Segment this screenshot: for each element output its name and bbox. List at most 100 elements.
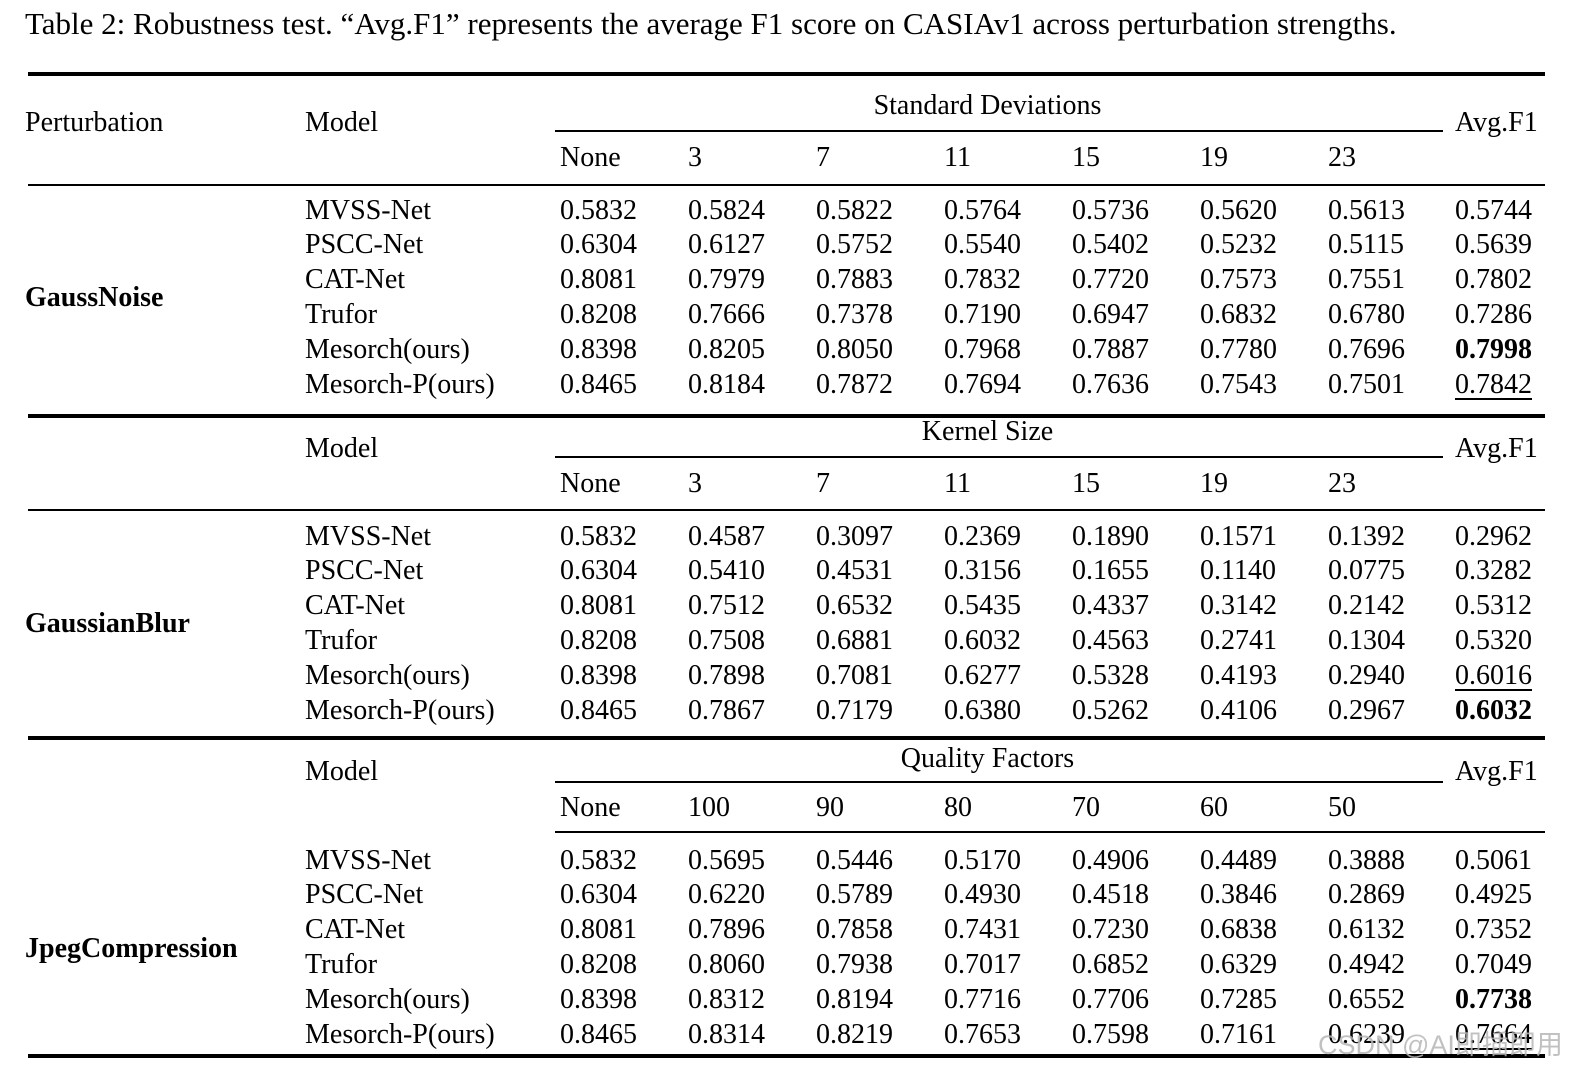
column-header-model: Model <box>305 106 379 138</box>
avg-cell: 0.7286 <box>1455 298 1532 330</box>
value-cell: 0.7285 <box>1200 983 1277 1015</box>
value-cell: 0.7636 <box>1072 368 1149 400</box>
strength-header-cell: 100 <box>688 791 730 823</box>
value-cell: 0.2142 <box>1328 590 1405 622</box>
value-cell: 0.1890 <box>1072 520 1149 552</box>
value-cell: 0.5435 <box>944 590 1021 622</box>
value-cell: 0.5232 <box>1200 229 1277 261</box>
value-cell: 0.5695 <box>688 844 765 876</box>
header-midrule-2 <box>28 509 1545 511</box>
value-cell: 0.4518 <box>1072 879 1149 911</box>
strength-header-cell: 50 <box>1328 791 1356 823</box>
value-cell: 0.7179 <box>816 694 893 726</box>
avg-cell: 0.4925 <box>1455 879 1532 911</box>
value-cell: 0.7887 <box>1072 333 1149 365</box>
value-cell: 0.5736 <box>1072 194 1149 226</box>
value-cell: 0.8398 <box>560 659 637 691</box>
value-cell: 0.4930 <box>944 879 1021 911</box>
value-cell: 0.7858 <box>816 914 893 946</box>
value-cell: 0.7501 <box>1328 368 1405 400</box>
value-cell: 0.7653 <box>944 1018 1021 1050</box>
value-cell: 0.5115 <box>1328 229 1404 261</box>
strength-header-cell: 70 <box>1072 791 1100 823</box>
value-cell: 0.3888 <box>1328 844 1405 876</box>
value-cell: 0.8465 <box>560 1018 637 1050</box>
model-cell: Mesorch-P(ours) <box>305 694 495 726</box>
value-cell: 0.8312 <box>688 983 765 1015</box>
value-cell: 0.7512 <box>688 590 765 622</box>
value-cell: 0.5822 <box>816 194 893 226</box>
column-header-perturbation: Perturbation <box>25 106 164 138</box>
value-cell: 0.6304 <box>560 229 637 261</box>
column-header-model: Model <box>305 432 379 464</box>
value-cell: 0.4906 <box>1072 844 1149 876</box>
value-cell: 0.5620 <box>1200 194 1277 226</box>
value-cell: 0.4106 <box>1200 694 1277 726</box>
perturbation-label: GaussNoise <box>25 281 164 313</box>
value-cell: 0.8208 <box>560 298 637 330</box>
value-cell: 0.2967 <box>1328 694 1405 726</box>
value-cell: 0.2940 <box>1328 659 1405 691</box>
value-cell: 0.1655 <box>1072 555 1149 587</box>
value-cell: 0.8465 <box>560 368 637 400</box>
value-cell: 0.8194 <box>816 983 893 1015</box>
value-cell: 0.7598 <box>1072 1018 1149 1050</box>
value-cell: 0.7081 <box>816 659 893 691</box>
avg-cell: 0.5744 <box>1455 194 1532 226</box>
value-cell: 0.5328 <box>1072 659 1149 691</box>
value-cell: 0.2869 <box>1328 879 1405 911</box>
model-cell: PSCC-Net <box>305 229 424 261</box>
value-cell: 0.7896 <box>688 914 765 946</box>
group-cmidrule-1 <box>555 130 1443 132</box>
avg-cell: 0.5320 <box>1455 624 1532 656</box>
strength-header-cell: 3 <box>688 467 702 499</box>
value-cell: 0.6947 <box>1072 298 1149 330</box>
value-cell: 0.6552 <box>1328 983 1405 1015</box>
column-header-avg-f1: Avg.F1 <box>1455 106 1538 138</box>
strength-header-cell: 15 <box>1072 141 1100 173</box>
header-midrule-1 <box>28 184 1545 186</box>
avg-cell: 0.5061 <box>1455 844 1532 876</box>
strength-header-cell: 23 <box>1328 141 1356 173</box>
model-cell: Mesorch-P(ours) <box>305 368 495 400</box>
model-cell: Trufor <box>305 948 378 980</box>
value-cell: 0.5410 <box>688 555 765 587</box>
value-cell: 0.7694 <box>944 368 1021 400</box>
group-cmidrule-2 <box>555 456 1443 458</box>
strength-header-cell: 11 <box>944 467 971 499</box>
value-cell: 0.6780 <box>1328 298 1405 330</box>
value-cell: 0.6032 <box>944 624 1021 656</box>
avg-cell: 0.7049 <box>1455 948 1532 980</box>
model-cell: PSCC-Net <box>305 555 424 587</box>
value-cell: 0.7508 <box>688 624 765 656</box>
model-cell: CAT-Net <box>305 914 406 946</box>
value-cell: 0.6304 <box>560 555 637 587</box>
value-cell: 0.1304 <box>1328 624 1405 656</box>
value-cell: 0.6277 <box>944 659 1021 691</box>
avg-cell: 0.5312 <box>1455 590 1532 622</box>
value-cell: 0.8465 <box>560 694 637 726</box>
value-cell: 0.7979 <box>688 264 765 296</box>
table-bottomrule <box>28 1054 1545 1058</box>
avg-cell: 0.7352 <box>1455 914 1532 946</box>
value-cell: 0.3097 <box>816 520 893 552</box>
value-cell: 0.7883 <box>816 264 893 296</box>
value-cell: 0.8208 <box>560 624 637 656</box>
column-header-avg-f1: Avg.F1 <box>1455 755 1538 787</box>
strength-header-cell: 11 <box>944 141 971 173</box>
value-cell: 0.8060 <box>688 948 765 980</box>
value-cell: 0.7872 <box>816 368 893 400</box>
column-header-avg-f1: Avg.F1 <box>1455 432 1538 464</box>
value-cell: 0.4942 <box>1328 948 1405 980</box>
value-cell: 0.8081 <box>560 590 637 622</box>
watermark: CSDN @AI即插即用 <box>1318 1030 1563 1060</box>
value-cell: 0.8184 <box>688 368 765 400</box>
avg-cell: 0.7738 <box>1455 983 1532 1015</box>
value-cell: 0.8050 <box>816 333 893 365</box>
value-cell: 0.6304 <box>560 879 637 911</box>
strength-header-cell: 3 <box>688 141 702 173</box>
value-cell: 0.4587 <box>688 520 765 552</box>
avg-cell: 0.6016 <box>1455 659 1532 691</box>
section-separator-2 <box>28 736 1545 740</box>
